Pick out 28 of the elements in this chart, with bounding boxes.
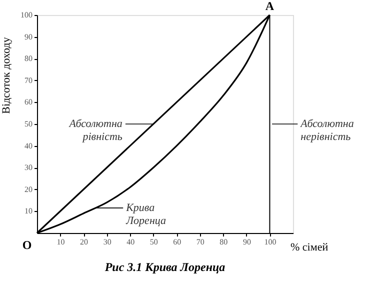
x-tick-label: 20 [80,238,88,246]
x-tick-label: 60 [173,238,182,246]
text: Рис 3.1 Крива Лоренца [104,260,226,274]
y-tick-label: 90 [24,32,32,42]
ref-line-label: Абсолютна нерівність [300,118,354,143]
x-tick-label: 30 [103,238,112,246]
x-tick-label: 70 [196,238,204,246]
x-tick-label: 50 [150,238,158,246]
annotation: O [22,238,32,252]
y-tick-label: 80 [24,54,32,64]
x-tick-label: 90 [242,238,251,246]
y-tick-label: 70 [24,76,32,85]
y-tick-label: 20 [24,184,32,194]
y-tick-label: 30 [24,163,32,172]
x-tick-label: 80 [220,238,228,246]
y-tick-label: 50 [24,120,32,128]
y-tick-label: 40 [24,141,32,150]
x-tick-label: 10 [56,238,65,246]
x-axis-title: % сімей [290,242,328,254]
y-tick-label: 60 [24,98,32,107]
y-tick-label: 100 [20,10,32,20]
legend-label: Крива Лоренца [125,202,167,227]
series-label: Абсолютна рівність [68,118,123,143]
annotation: A [265,0,274,13]
y-tick-label: 10 [24,206,32,216]
x-tick-label: 40 [126,238,135,246]
x-tick-label: 100 [264,238,276,246]
y-axis-title: Відсоток доходу [0,36,12,114]
